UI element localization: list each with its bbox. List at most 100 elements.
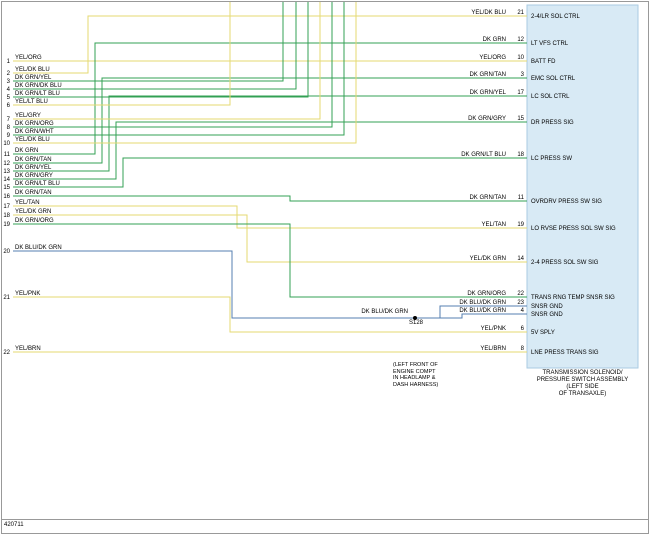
connector-pin-signal: LO RVSE PRESS SOL SW SIG — [531, 226, 616, 232]
connector-pin-signal: SNSR GND — [531, 312, 563, 318]
connector-pin-wire-label: YEL/DK BLU — [471, 10, 506, 16]
connector-pin-wire-label: DK GRN/YEL — [470, 90, 507, 96]
connector-pin-number: 6 — [521, 326, 525, 332]
left-pin-wire-label: YEL/DK BLU — [15, 67, 50, 73]
connector-pin-wire-label: YEL/DK GRN — [470, 256, 506, 262]
left-pin-wire-label: YEL/GRY — [15, 113, 41, 119]
left-pin-number: 18 — [3, 213, 10, 219]
connector-pin-number: 21 — [517, 10, 524, 16]
connector-pin-number: 8 — [521, 346, 525, 352]
note-line: (LEFT FRONT OF — [393, 362, 438, 368]
connector-pin-signal: 5V SPLY — [531, 330, 555, 336]
wire-yellow — [13, 2, 321, 120]
connector-pin-number: 3 — [521, 72, 525, 78]
caption-line: TRANSMISSION SOLENOID/ — [542, 370, 623, 376]
wire-blue — [415, 305, 527, 319]
wire-green — [13, 2, 284, 82]
left-pin-wire-label: DK GRN/LT BLU — [15, 91, 60, 97]
note-line: ENGINE COMPT — [393, 368, 436, 375]
connector-pin-signal: LC SOL CTRL — [531, 94, 570, 100]
connector-pin-wire-label: DK GRN/TAN — [469, 195, 506, 201]
left-pin-wire-label: DK GRN/WHT — [15, 129, 54, 135]
left-pin-number: 9 — [7, 133, 11, 139]
wire-green — [13, 2, 297, 90]
left-pin-wire-label: YEL/PNK — [15, 291, 40, 297]
connector-pin-wire-label: DK GRN — [483, 37, 506, 43]
left-pin-wire-label: YEL/LT BLU — [15, 99, 48, 105]
left-pin-wire-label: DK GRN/ORG — [15, 121, 54, 127]
wire-green — [13, 77, 527, 164]
left-pin-wire-label: YEL/ORG — [15, 55, 42, 61]
left-pin-wire-label: DK GRN/DK BLU — [15, 83, 62, 89]
connector-caption: TRANSMISSION SOLENOID/ PRESSURE SWITCH A… — [527, 370, 638, 398]
connector-pin-number: 23 — [517, 300, 524, 306]
caption-line: PRESSURE SWITCH ASSEMBLY — [536, 377, 629, 383]
splice-dot — [413, 316, 417, 320]
connector-pin-number: 4 — [521, 308, 525, 314]
connector-pin-wire-label: DK GRN/LT BLU — [461, 152, 506, 158]
left-pin-wire-label: DK GRN/ORG — [15, 218, 54, 224]
left-pin-number: 8 — [7, 125, 11, 131]
left-pin-number: 11 — [4, 152, 11, 158]
left-pin-wire-label: DK GRN/YEL — [15, 165, 52, 171]
connector-pin-wire-label: DK GRN/GRY — [468, 116, 506, 122]
connector-pin-number: 22 — [517, 291, 524, 297]
connector-pin-number: 18 — [517, 152, 524, 158]
caption-line: (LEFT SIDE — [566, 384, 599, 390]
wire-green — [13, 121, 527, 180]
left-pin-wire-label: DK GRN/TAN — [15, 190, 52, 196]
left-pin-number: 19 — [3, 222, 10, 228]
connector-pin-number: 10 — [517, 55, 524, 61]
wire-green — [13, 42, 527, 155]
left-pin-number: 10 — [3, 141, 10, 147]
left-pin-wire-label: YEL/BRN — [15, 346, 41, 352]
connector-pin-signal: LNE PRESS TRANS SIG — [531, 350, 599, 356]
caption-line: OF TRANSAXLE) — [558, 391, 607, 397]
connector-pin-wire-label: YEL/ORG — [479, 55, 506, 61]
connector-pin-signal: TRANS RNG TEMP SNSR SIG — [531, 295, 615, 301]
left-pin-number: 4 — [7, 87, 11, 93]
left-pin-number: 1 — [7, 59, 11, 65]
connector-box — [526, 4, 639, 369]
connector-pin-wire-label: DK GRN/ORG — [467, 291, 506, 297]
wire-green — [13, 95, 527, 172]
connector-pin-signal: 2-4 PRESS SOL SW SIG — [531, 260, 599, 266]
wire-yellow — [13, 15, 527, 74]
wire-yellow — [13, 2, 231, 106]
left-pin-number: 7 — [7, 117, 11, 123]
connector-pin-signal: LC PRESS SW — [531, 156, 572, 162]
splice-label: S128 — [408, 320, 423, 326]
connector-pin-wire-label: DK GRN/TAN — [469, 72, 506, 78]
connector-pin-signal: EMC SOL CTRL — [531, 76, 576, 82]
connector-pin-number: 11 — [518, 195, 525, 201]
connector-pin-wire-label: YEL/BRN — [480, 346, 506, 352]
wire-green — [13, 223, 527, 298]
connector-pin-wire-label: DK BLU/DK GRN — [459, 308, 506, 314]
connector-pin-signal: OVRDRV PRESS SW SIG — [531, 199, 602, 205]
splice-feed-wire-label: DK BLU/DK GRN — [361, 309, 408, 315]
connector-pin-wire-label: YEL/TAN — [481, 222, 506, 228]
wire-yellow — [13, 205, 527, 229]
left-pin-number: 17 — [3, 204, 10, 210]
note-line: IN HEADLAMP & — [393, 375, 436, 381]
connector-pin-wire-label: DK BLU/DK GRN — [459, 300, 506, 306]
left-pin-wire-label: DK GRN — [15, 148, 38, 154]
connector-pin-number: 19 — [517, 222, 524, 228]
note-line: DASH HARNESS) — [393, 381, 439, 388]
wire-blue — [13, 250, 415, 319]
connector-pin-signal: BATT FD — [531, 59, 556, 65]
connector-pin-signal: 2-4/LR SOL CTRL — [531, 14, 580, 20]
connector-pin-number: 17 — [517, 90, 524, 96]
wire-green — [13, 195, 527, 202]
wire-green — [13, 2, 345, 136]
left-pin-number: 3 — [7, 79, 11, 85]
left-pin-number: 6 — [7, 103, 11, 109]
connector-pin-signal: SNSR GND — [531, 304, 563, 310]
left-pin-number: 14 — [3, 177, 10, 183]
left-pin-wire-label: YEL/DK BLU — [15, 137, 50, 143]
left-pin-number: 22 — [3, 350, 10, 356]
connector-pin-wire-label: YEL/PNK — [481, 326, 506, 332]
